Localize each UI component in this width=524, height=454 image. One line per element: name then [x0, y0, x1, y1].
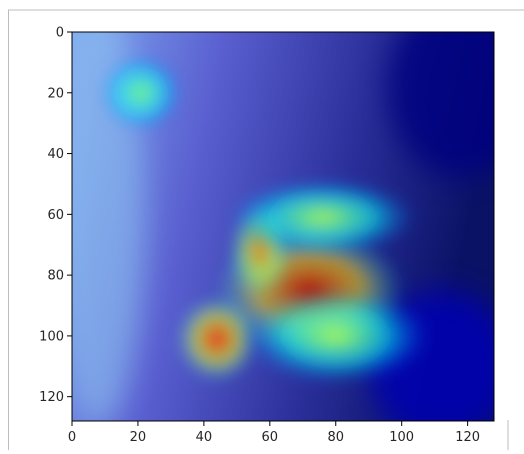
x-tick-label: 40 — [196, 430, 213, 445]
y-tick-label: 0 — [56, 26, 64, 41]
y-tick-label: 20 — [47, 86, 64, 101]
x-tick-label: 0 — [68, 430, 76, 445]
x-tick-label: 20 — [130, 430, 147, 445]
heatmap-hotspot — [99, 54, 183, 132]
heatmap-hotspot — [241, 287, 431, 384]
y-tick-label: 100 — [39, 329, 64, 344]
x-tick-label: 120 — [455, 430, 480, 445]
heatmap-image — [52, 0, 524, 442]
y-tick-label: 120 — [39, 390, 64, 405]
x-tick-label: 60 — [262, 430, 279, 445]
y-tick-label: 40 — [47, 147, 64, 162]
heatmap-hotspot — [228, 178, 418, 256]
x-tick-label: 80 — [327, 430, 344, 445]
y-tick-label: 80 — [47, 269, 64, 284]
heatmap-plot — [52, 0, 524, 442]
y-tick-label: 60 — [47, 208, 64, 223]
x-tick-label: 100 — [389, 430, 414, 445]
